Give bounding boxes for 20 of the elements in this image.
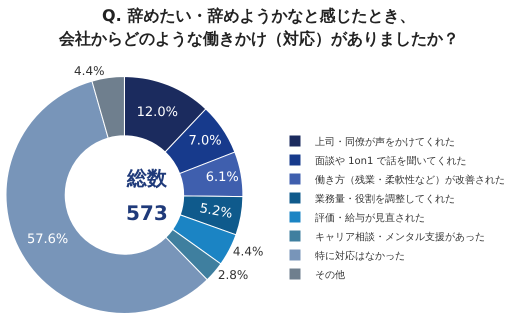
legend-label: その他 — [315, 268, 345, 281]
data-label: 57.6% — [26, 232, 68, 248]
text: 総数 — [126, 166, 168, 190]
chart-title: Q. 辞めたい・辞めようかなと感じたとき、 — [102, 6, 416, 25]
text: 573 — [126, 201, 168, 225]
legend-label: 上司・同僚が声をかけてくれた — [315, 136, 455, 148]
legend-label: 面談や 1on1 で話を聞いてくれた — [315, 154, 467, 167]
data-label: 4.4% — [74, 64, 105, 78]
data-label: 7.0% — [188, 133, 222, 148]
data-label: 6.1% — [206, 170, 239, 185]
legend-label: 業務量・役割を調整してくれた — [315, 192, 455, 205]
legend-label: 働き方（残業・柔軟性など）が改善された — [315, 174, 505, 186]
data-label: 12.0% — [136, 104, 178, 120]
legend-label: 評価・給与が見直された — [315, 212, 425, 224]
chart-subtitle: 会社からどのような働きかけ（対応）がありましたか？ — [58, 29, 459, 48]
data-label: 5.2% — [198, 201, 234, 222]
data-label: 2.8% — [218, 268, 248, 282]
data-label: 4.4% — [232, 244, 264, 258]
legend-label: キャリア相談・メンタル支援があった — [315, 230, 485, 243]
legend-label: 特に対応はなかった — [315, 250, 405, 262]
